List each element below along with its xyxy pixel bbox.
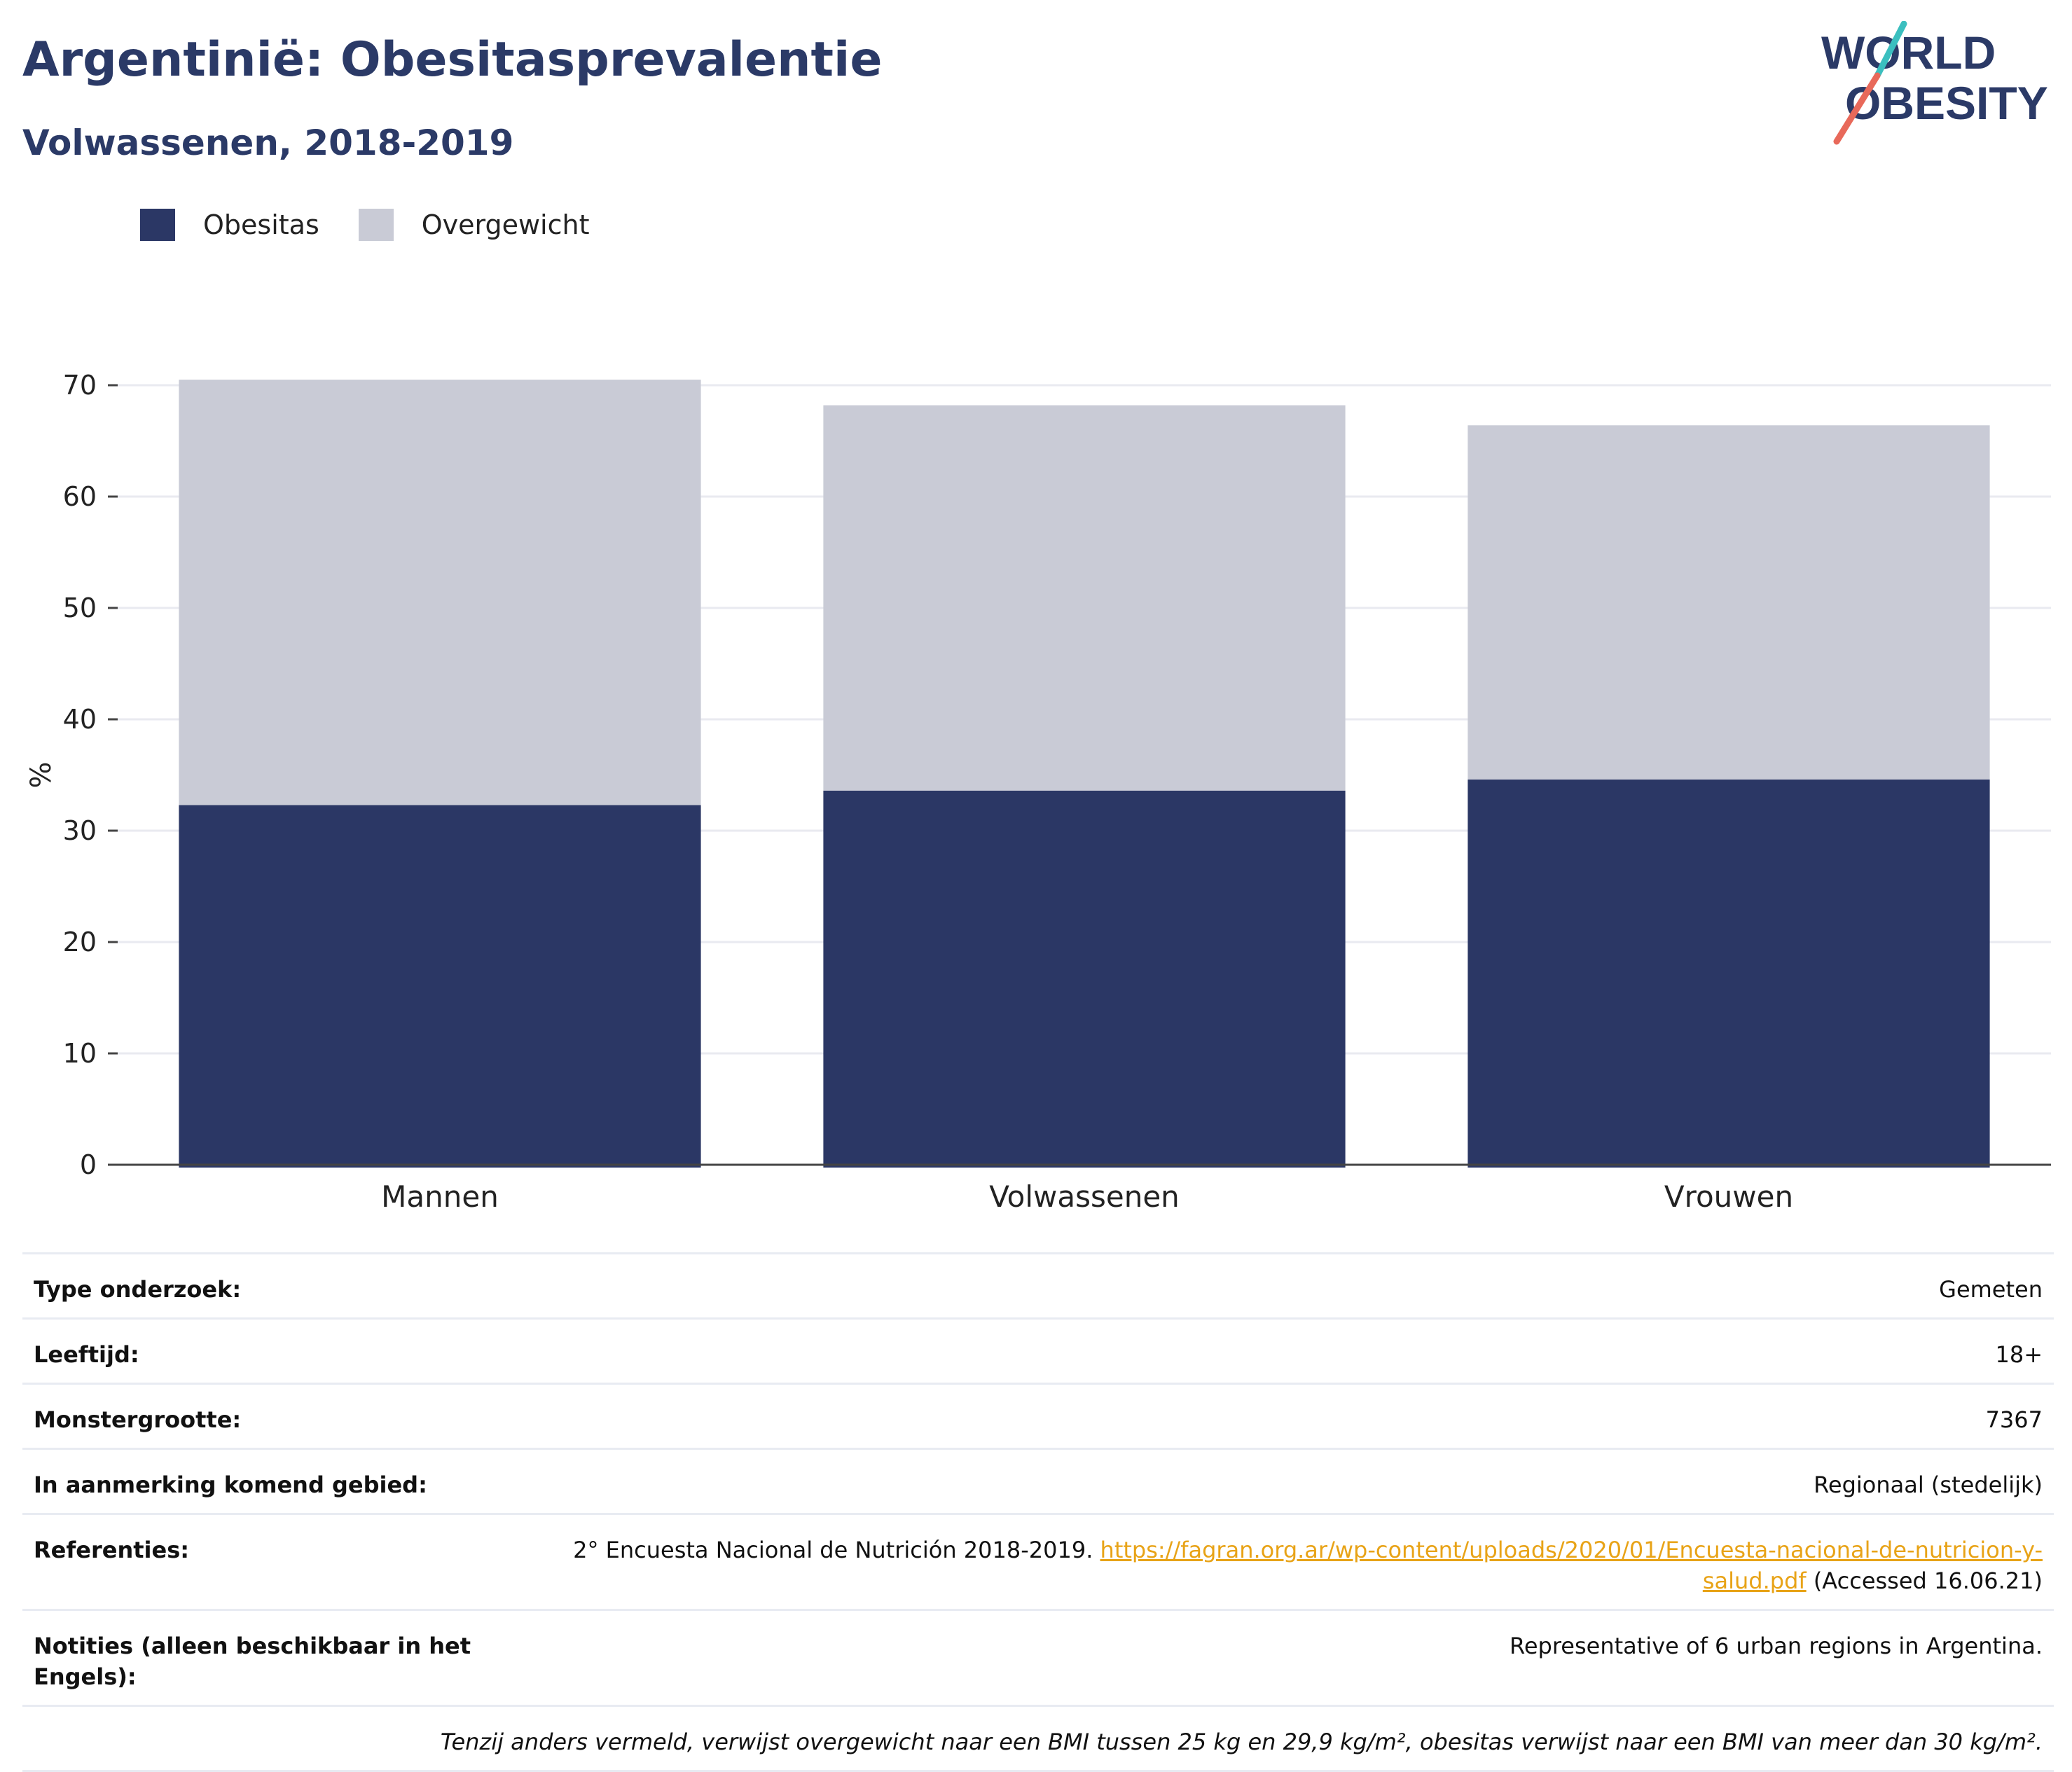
y-tick-label: 70	[63, 370, 97, 401]
y-tick-label: 0	[80, 1149, 97, 1180]
info-label: In aanmerking komend gebied:	[34, 1472, 427, 1498]
bar-overgewicht-vrouwen	[1467, 425, 1990, 780]
y-axis-label: %	[25, 761, 57, 788]
info-label: Referenties:	[34, 1537, 190, 1563]
footnote-row: Tenzij anders vermeld, verwijst overgewi…	[22, 1705, 2054, 1772]
chart-legend: Obesitas Overgewicht	[140, 209, 629, 241]
x-tick-label: Vrouwen	[1664, 1179, 1793, 1214]
info-value: 7367	[1985, 1406, 2043, 1433]
info-label: Leeftijd:	[34, 1341, 139, 1368]
y-tick-label: 30	[63, 815, 97, 846]
info-row-notes: Notities (alleen beschikbaar in het Enge…	[22, 1609, 2054, 1705]
info-value: Representative of 6 urban regions in Arg…	[1510, 1633, 2043, 1659]
y-tick-label: 20	[63, 927, 97, 957]
svg-text:OBESITY: OBESITY	[1845, 77, 2048, 129]
world-obesity-logo: WORLD OBESITY	[1821, 21, 2048, 145]
references-value: 2° Encuesta Nacional de Nutrición 2018-2…	[502, 1535, 2043, 1596]
reference-accessed: (Accessed 16.06.21)	[1806, 1567, 2043, 1594]
bar-overgewicht-volwassenen	[823, 405, 1346, 791]
x-tick-label: Mannen	[381, 1179, 499, 1214]
legend-swatch-overgewicht	[358, 209, 394, 241]
y-tick-label: 60	[63, 481, 97, 512]
footnote: Tenzij anders vermeld, verwijst overgewi…	[440, 1729, 2043, 1755]
info-row-survey-type: Type onderzoek: Gemeten	[22, 1252, 2054, 1317]
bar-overgewicht-mannen	[179, 380, 701, 805]
info-row-sample-size: Monstergrootte: 7367	[22, 1383, 2054, 1448]
info-row-area: In aanmerking komend gebied: Regionaal (…	[22, 1448, 2054, 1513]
info-value: Gemeten	[1939, 1276, 2043, 1303]
y-tick-label: 40	[63, 704, 97, 735]
legend-item-overgewicht[interactable]: Overgewicht	[358, 209, 590, 241]
info-value: Regionaal (stedelijk)	[1814, 1472, 2043, 1498]
info-row-age: Leeftijd: 18+	[22, 1317, 2054, 1383]
legend-label-obesitas: Obesitas	[203, 209, 319, 240]
info-row-references: Referenties: 2° Encuesta Nacional de Nut…	[22, 1513, 2054, 1609]
bar-obesitas-volwassenen	[823, 790, 1346, 1168]
y-tick-label: 10	[63, 1038, 97, 1069]
bar-obesitas-vrouwen	[1467, 779, 1990, 1168]
reference-text: 2° Encuesta Nacional de Nutrición 2018-2…	[573, 1537, 1100, 1563]
page-subtitle: Volwassenen, 2018-2019	[22, 123, 514, 163]
page-title: Argentinië: Obesitasprevalentie	[22, 32, 883, 88]
legend-swatch-obesitas	[140, 209, 175, 241]
legend-label-overgewicht: Overgewicht	[421, 209, 590, 240]
legend-item-obesitas[interactable]: Obesitas	[140, 209, 319, 241]
info-value: 18+	[1995, 1341, 2043, 1368]
info-table: Type onderzoek: Gemeten Leeftijd: 18+ Mo…	[22, 1252, 2054, 1772]
info-label: Notities (alleen beschikbaar in het Enge…	[34, 1633, 471, 1690]
bar-chart: 0 10 20 30 40 50 60 70% Mannen Volwassenen Vrouwen	[25, 370, 2051, 1214]
svg-text:WORLD: WORLD	[1821, 27, 1996, 78]
x-tick-label: Volwassenen	[989, 1179, 1180, 1214]
bar-obesitas-mannen	[179, 805, 701, 1168]
y-tick-label: 50	[63, 593, 97, 623]
reference-link[interactable]: https://fagran.org.ar/wp-content/uploads…	[1100, 1537, 2043, 1594]
info-label: Monstergrootte:	[34, 1406, 242, 1433]
info-label: Type onderzoek:	[34, 1276, 242, 1303]
